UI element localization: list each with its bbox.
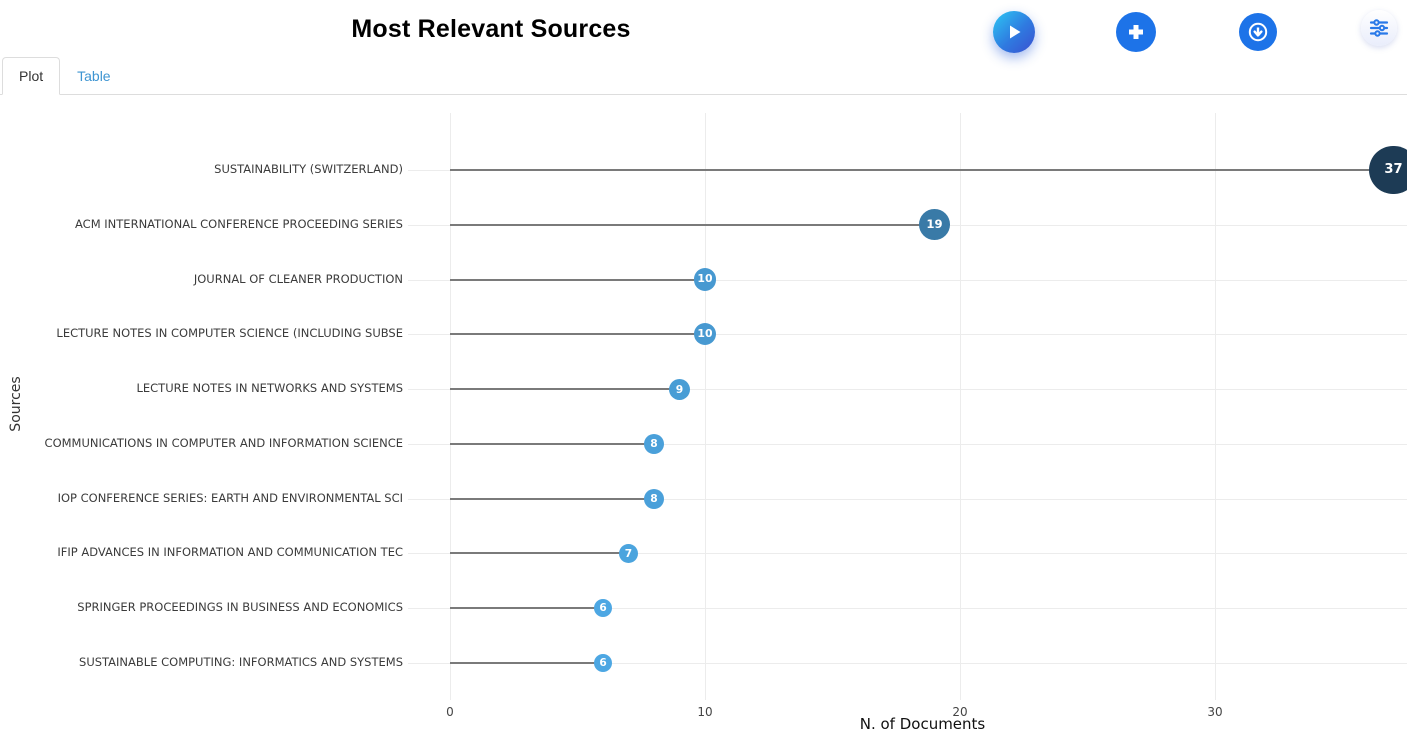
x-tick-label: 20 bbox=[952, 705, 968, 719]
lollipop-dot[interactable]: 9 bbox=[668, 378, 691, 400]
category-label: SPRINGER PROCEEDINGS IN BUSINESS AND ECO… bbox=[77, 600, 403, 615]
plus-icon bbox=[1126, 22, 1146, 42]
download-icon bbox=[1247, 21, 1269, 43]
grid-line-y bbox=[408, 389, 1407, 391]
tab-plot[interactable]: Plot bbox=[2, 57, 61, 95]
grid-line-x bbox=[960, 113, 961, 700]
grid-line-y bbox=[408, 279, 1407, 281]
grid-line-x bbox=[705, 113, 706, 700]
category-label: SUSTAINABILITY (SWITZERLAND) bbox=[214, 162, 403, 176]
settings-button[interactable] bbox=[1361, 10, 1397, 46]
lollipop-dot[interactable]: 10 bbox=[693, 268, 717, 291]
x-tick-label: 0 bbox=[446, 705, 454, 719]
lollipop-stem bbox=[450, 169, 1394, 171]
category-label: IFIP ADVANCES IN INFORMATION AND COMMUNI… bbox=[57, 545, 403, 560]
lollipop-stem bbox=[450, 662, 603, 665]
grid-line-x bbox=[450, 113, 451, 700]
category-label: COMMUNICATIONS IN COMPUTER AND INFORMATI… bbox=[44, 435, 403, 450]
tab-bar: Plot Table bbox=[0, 55, 1407, 95]
category-label: LECTURE NOTES IN COMPUTER SCIENCE (INCLU… bbox=[56, 326, 403, 341]
plot-area: 0 10 20 30 SUSTAINABILITY (SWITZERLAND) 37 ACM… bbox=[0, 95, 1407, 747]
lollipop-dot[interactable]: 8 bbox=[643, 488, 665, 509]
lollipop-dot[interactable]: 37 bbox=[1369, 145, 1407, 195]
lollipop-stem bbox=[450, 223, 935, 226]
category-label: SUSTAINABLE COMPUTING: INFORMATICS AND S… bbox=[79, 655, 403, 670]
grid-line-y bbox=[408, 334, 1407, 336]
add-button[interactable] bbox=[1116, 12, 1156, 52]
grid-line-y bbox=[408, 608, 1407, 610]
grid-line-y bbox=[408, 498, 1407, 500]
play-icon bbox=[1005, 23, 1023, 41]
lollipop-dot[interactable]: 6 bbox=[593, 599, 613, 618]
lollipop-stem bbox=[450, 552, 629, 555]
grid-line-y bbox=[408, 663, 1407, 665]
lollipop-dot[interactable]: 6 bbox=[593, 653, 613, 673]
category-label: LECTURE NOTES IN NETWORKS AND SYSTEMS bbox=[136, 381, 403, 396]
header: Most Relevant Sources bbox=[0, 0, 1407, 55]
lollipop-chart: 0 10 20 30 SUSTAINABILITY (SWITZERLAND) 37 ACM… bbox=[0, 95, 1407, 747]
lollipop-dot[interactable]: 7 bbox=[618, 543, 639, 564]
lollipop-stem bbox=[450, 442, 654, 445]
lollipop-stem bbox=[450, 278, 705, 281]
y-axis-title: Sources bbox=[8, 376, 24, 432]
x-tick-label: 10 bbox=[697, 705, 713, 719]
run-button[interactable] bbox=[993, 11, 1035, 53]
grid-line-y bbox=[408, 553, 1407, 555]
download-button[interactable] bbox=[1239, 13, 1277, 51]
x-tick-label: 30 bbox=[1207, 705, 1223, 719]
x-axis-title: N. of Documents bbox=[859, 715, 986, 733]
grid-line-x bbox=[1215, 113, 1216, 700]
grid-line-y bbox=[408, 443, 1407, 445]
lollipop-stem bbox=[450, 333, 705, 336]
tab-table[interactable]: Table bbox=[77, 68, 111, 84]
sliders-icon bbox=[1368, 17, 1390, 39]
lollipop-stem bbox=[450, 497, 654, 500]
category-label: JOURNAL OF CLEANER PRODUCTION bbox=[193, 271, 403, 286]
category-label: ACM INTERNATIONAL CONFERENCE PROCEEDING … bbox=[75, 216, 403, 231]
lollipop-dot[interactable]: 8 bbox=[643, 433, 665, 455]
category-label: IOP CONFERENCE SERIES: EARTH AND ENVIRON… bbox=[57, 490, 403, 505]
page-title: Most Relevant Sources bbox=[351, 15, 631, 43]
lollipop-dot[interactable]: 19 bbox=[919, 209, 950, 241]
lollipop-dot[interactable]: 10 bbox=[693, 323, 717, 346]
lollipop-stem bbox=[450, 607, 603, 610]
lollipop-stem bbox=[450, 388, 680, 391]
